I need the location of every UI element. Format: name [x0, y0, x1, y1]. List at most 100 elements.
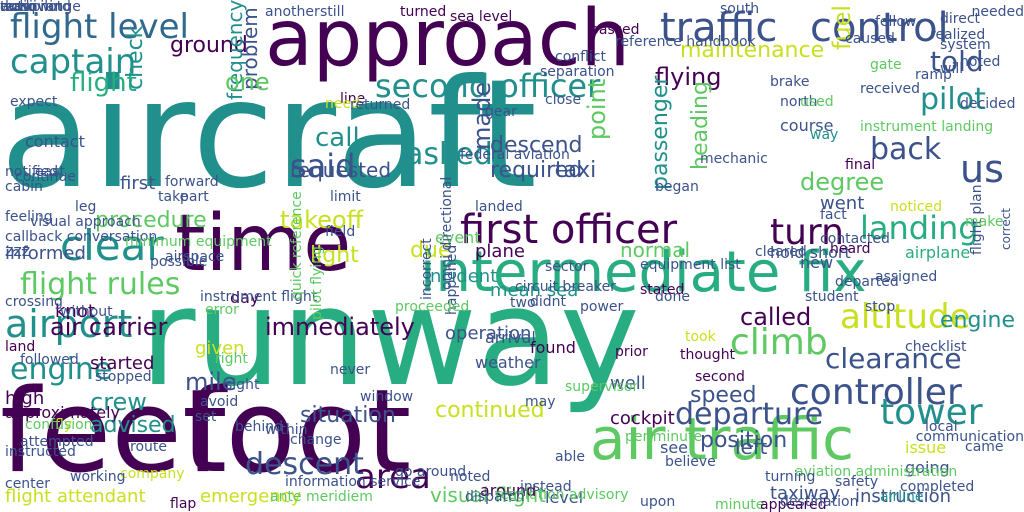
cloud-word: system [940, 37, 991, 53]
cloud-word: instrument flight [200, 289, 318, 305]
cloud-word: checklist [905, 339, 967, 355]
cloud-word: intermediate fix [420, 240, 867, 305]
cloud-word: tower [880, 392, 983, 433]
cloud-word: minute [715, 497, 765, 512]
cloud-word: set [195, 409, 217, 425]
cloud-word: conflict [555, 49, 607, 65]
cloud-word: south [720, 1, 760, 17]
cloud-word: field [325, 224, 356, 240]
cloud-word: taxi [555, 158, 597, 183]
cloud-word: procedure [95, 208, 207, 233]
cloud-word: well [610, 373, 646, 394]
cloud-word: may [525, 394, 556, 410]
cloud-word: mean sea [490, 280, 579, 301]
cloud-word: avoid [200, 394, 239, 410]
cloud-word: limit [330, 189, 361, 205]
cloud-word: autopilot [0, 0, 63, 15]
cloud-word: feet [0, 365, 228, 499]
cloud-word: instructed [5, 444, 76, 460]
cloud-word: noticed [890, 199, 943, 215]
cloud-word: prior [615, 344, 648, 360]
cloud-word: taxiway [770, 483, 841, 504]
cloud-word: contacted [820, 231, 890, 247]
cloud-word: didnt [530, 294, 567, 310]
cloud-word: sector [545, 259, 589, 275]
cloud-word: another [265, 4, 320, 20]
cloud-word: power [580, 299, 624, 315]
cloud-word: caused [845, 31, 895, 47]
cloud-word: hold short [770, 243, 851, 262]
cloud-word: approximately [5, 403, 120, 422]
cloud-word: engine [10, 352, 113, 387]
cloud-word: heard [830, 241, 871, 257]
cloud-word: possible [150, 254, 208, 270]
cloud-word: incorrect [419, 238, 435, 300]
cloud-word: still [320, 4, 345, 20]
cloud-word: instrument landing [860, 119, 994, 135]
cloud-word: going [905, 458, 950, 477]
cloud-word: advised [90, 413, 176, 438]
cloud-word: need [325, 96, 360, 112]
cloud-word: asked [405, 137, 493, 172]
cloud-word: degree [800, 168, 885, 196]
cloud-word: fact [820, 207, 847, 223]
cloud-word: traffic [660, 5, 778, 51]
cloud-word: noted [960, 54, 1001, 70]
cloud-word: us [960, 147, 1004, 191]
cloud-word: followed [20, 352, 79, 368]
cloud-word: information service [285, 474, 421, 490]
cloud-word: came [965, 439, 1004, 455]
cloud-word: change [290, 432, 342, 448]
cloud-word: visual approach [30, 214, 141, 230]
cloud-word: part [180, 189, 209, 205]
cloud-word: engine [940, 308, 1016, 333]
cloud-word: flight [70, 68, 137, 98]
cloud-word: within [265, 422, 308, 438]
cloud-word: time [175, 199, 352, 289]
cloud-word: told [930, 45, 984, 78]
cloud-word: point [583, 78, 611, 140]
cloud-word: first officer [460, 207, 678, 253]
cloud-word: check [123, 25, 148, 90]
cloud-word: thought [680, 347, 736, 363]
cloud-word: realized [930, 27, 986, 43]
cloud-word: stop [865, 299, 896, 315]
cloud-word: departed [835, 274, 899, 290]
cloud-word: ante meridiem [270, 489, 373, 505]
cloud-word: continue [15, 169, 76, 185]
cloud-word: east [35, 164, 65, 180]
cloud-word: company [120, 466, 185, 482]
cloud-word: appeared [760, 497, 827, 512]
cloud-word: ground [170, 33, 248, 58]
cloud-word: will [940, 61, 964, 77]
cloud-word: cockpit [610, 408, 675, 429]
cloud-word: emergency [200, 486, 302, 507]
cloud-word: proceeded [395, 299, 470, 315]
cloud-word: position [700, 428, 788, 453]
cloud-word: go around [395, 464, 467, 480]
cloud-word: air traffic [590, 405, 855, 473]
cloud-word: turning [765, 469, 816, 485]
cloud-word: situation [300, 403, 396, 428]
cloud-word: day [230, 288, 260, 307]
cloud-word: informed [5, 243, 86, 264]
cloud-word: used [800, 94, 834, 110]
cloud-word: requested [290, 158, 392, 182]
cloud-word: incident [425, 266, 498, 287]
cloud-word: said [290, 147, 356, 185]
cloud-word: level [545, 488, 584, 507]
cloud-word: decided [960, 96, 1016, 112]
cloud-word: plane [475, 241, 525, 262]
cloud-word: needed [971, 4, 1024, 20]
cloud-word: turn [770, 212, 844, 253]
cloud-word: upon [640, 494, 676, 510]
cloud-word: center [5, 476, 51, 492]
cloud-word: radio range [0, 0, 81, 15]
cloud-word: equipment list [640, 257, 741, 273]
cloud-word: destination [780, 494, 859, 510]
cloud-word: second officer [375, 67, 601, 105]
cloud-word: cabin [5, 179, 43, 195]
cloud-word: brake [770, 74, 810, 90]
cloud-word: foot [185, 365, 412, 499]
